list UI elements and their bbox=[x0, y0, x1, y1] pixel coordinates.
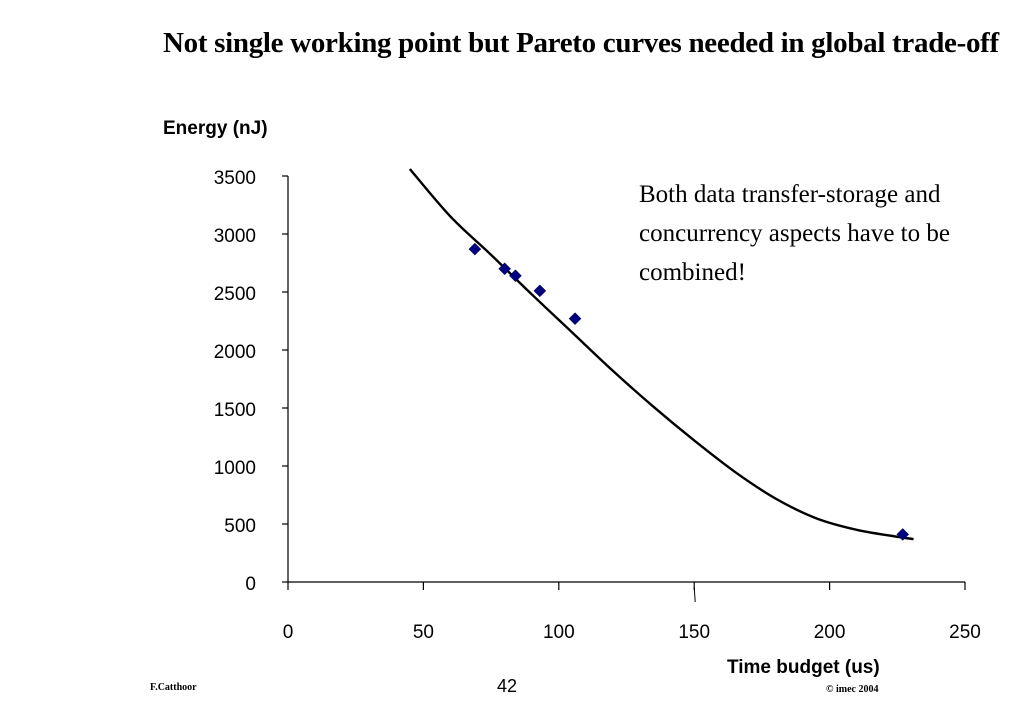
data-point bbox=[468, 242, 482, 256]
y-tick-label: 3500 bbox=[214, 168, 256, 189]
y-axis-label: Energy (nJ) bbox=[163, 118, 268, 139]
y-tick-label: 1500 bbox=[214, 400, 256, 421]
data-point bbox=[896, 528, 910, 541]
chart-axes: 0 500 1000 1500 2000 2500 3000 3500 0 50 100 150 200… bbox=[214, 168, 981, 643]
x-tick-label: 250 bbox=[949, 622, 981, 643]
y-tick-label: 1000 bbox=[214, 458, 256, 479]
slide-title: Not single working point but Pareto curv… bbox=[163, 27, 999, 59]
annotation-note: Both data transfer-storage and concurren… bbox=[639, 181, 950, 286]
x-tick-label: 50 bbox=[413, 622, 434, 643]
y-tick-label: 3000 bbox=[214, 226, 256, 247]
data-point bbox=[498, 262, 511, 276]
footer-author: F.Catthoor bbox=[150, 682, 197, 693]
data-point bbox=[568, 312, 582, 326]
y-tick-label: 0 bbox=[245, 574, 256, 595]
y-tick-label: 2500 bbox=[214, 284, 256, 305]
y-tick-label: 500 bbox=[224, 516, 256, 537]
pareto-curve-layer bbox=[408, 168, 914, 541]
page-number: 42 bbox=[497, 676, 518, 696]
x-tick-label: 150 bbox=[678, 622, 710, 643]
data-point bbox=[509, 269, 522, 283]
x-tick-label: 100 bbox=[543, 622, 575, 643]
x-tick-label: 0 bbox=[283, 622, 294, 643]
x-axis-label: Time budget (us) bbox=[727, 657, 880, 678]
x-tick-label: 200 bbox=[814, 622, 846, 643]
y-tick-label: 2000 bbox=[214, 342, 256, 363]
data-points-layer bbox=[468, 242, 910, 541]
pareto-curve-line bbox=[408, 168, 914, 541]
axis-artifact-mark bbox=[693, 586, 696, 603]
data-point bbox=[533, 284, 547, 298]
footer-copyright: © imec 2004 bbox=[826, 684, 879, 695]
